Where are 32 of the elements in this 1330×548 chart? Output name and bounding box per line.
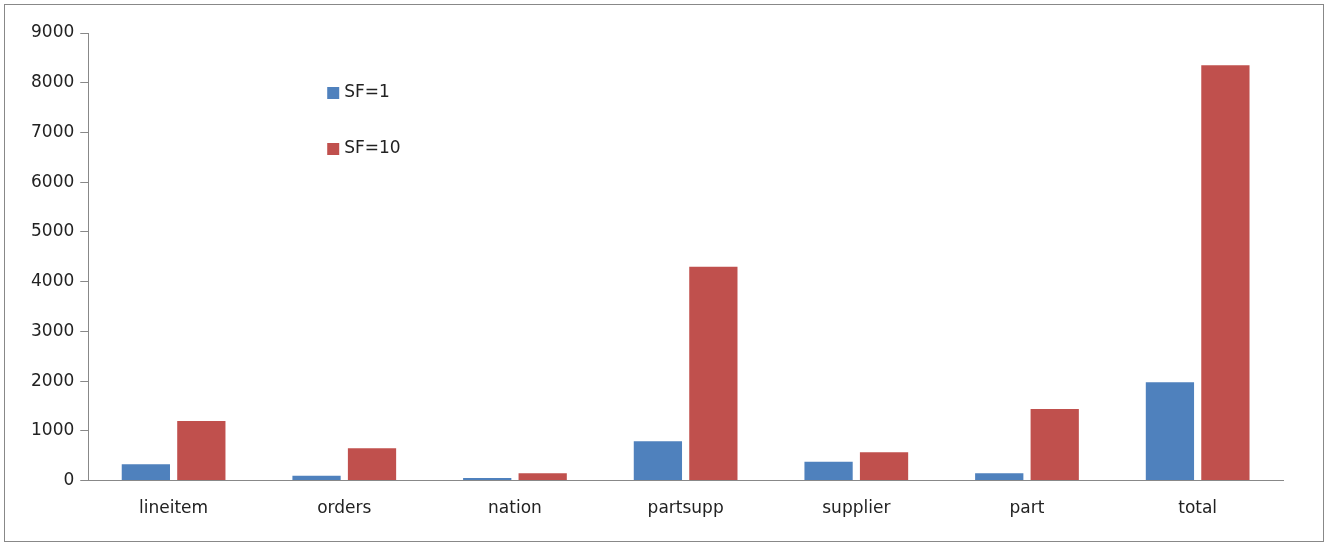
y-tick-label: 6000	[31, 170, 75, 191]
y-tick-label: 1000	[31, 419, 75, 440]
x-tick-label: part	[1009, 497, 1045, 518]
bar	[1030, 408, 1079, 481]
bar	[689, 266, 738, 481]
bar	[518, 473, 567, 481]
y-tick-label: 9000	[31, 21, 75, 42]
bar	[347, 448, 397, 481]
bar	[177, 420, 226, 481]
bar	[121, 464, 170, 481]
x-tick-label: partsupp	[647, 497, 724, 518]
x-tick-label: orders	[317, 497, 372, 518]
x-tick-label: lineitem	[139, 497, 209, 518]
legend-label: SF=1	[344, 81, 390, 102]
x-tick-label: nation	[488, 497, 542, 518]
x-tick-label: supplier	[822, 497, 891, 518]
bar	[633, 441, 683, 481]
bar	[859, 452, 909, 481]
bar	[804, 461, 853, 481]
y-tick-label: 5000	[31, 220, 75, 241]
bar	[1201, 65, 1250, 481]
y-tick-label: 0	[63, 469, 75, 490]
y-tick-label: 7000	[31, 120, 75, 141]
legend-label: SF=10	[344, 137, 401, 158]
y-tick-label: 8000	[31, 71, 75, 92]
y-tick-label: 2000	[31, 369, 75, 390]
bar	[1145, 382, 1195, 481]
bar	[292, 475, 341, 481]
y-tick-label: 3000	[31, 319, 75, 340]
bar	[975, 473, 1024, 481]
x-tick-label: total	[1178, 497, 1218, 518]
y-tick-label: 4000	[31, 270, 75, 291]
